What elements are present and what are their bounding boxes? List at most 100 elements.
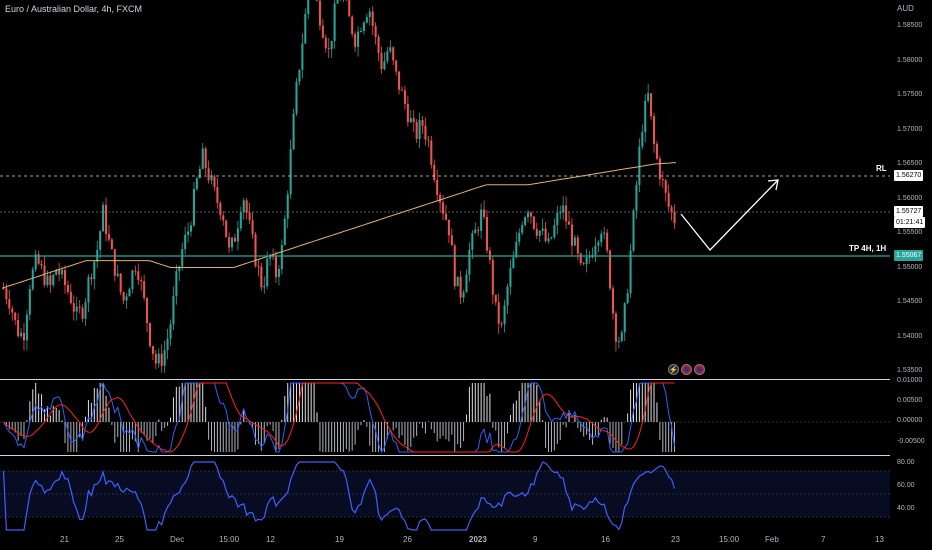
candle-body (474, 229, 477, 234)
candle-body (228, 237, 231, 248)
economic-events[interactable]: ⚡ (668, 364, 705, 375)
candle-body (134, 270, 137, 272)
time-tick: 15:00 (719, 535, 740, 544)
candle-body (298, 69, 301, 82)
candle-body (465, 274, 468, 293)
candle-body (113, 249, 116, 276)
candle-body (386, 51, 389, 62)
candle-body (327, 48, 330, 50)
candle-body (84, 302, 87, 319)
current-price-tag: 1.55727 (894, 206, 924, 217)
candle-body (444, 213, 447, 220)
candle-body (222, 215, 225, 221)
candle-body (52, 274, 55, 286)
candle-body (72, 303, 75, 312)
candle-body (25, 314, 28, 341)
candle-body (184, 234, 187, 250)
flash-icon[interactable]: ⚡ (668, 364, 679, 375)
tp-price-tag: 1.55067 (894, 250, 924, 261)
candle-body (301, 43, 304, 70)
candle-body (365, 17, 368, 23)
candle-body (140, 280, 143, 282)
price-tick: 1.58000 (897, 56, 923, 64)
candle-body (374, 25, 377, 37)
candle-body (11, 308, 14, 313)
candle-body (597, 242, 600, 246)
candle-body (430, 140, 433, 165)
candle-body (248, 212, 251, 221)
candle-body (213, 176, 216, 188)
macd-pane-border (0, 379, 891, 456)
australia-flag-icon[interactable] (681, 364, 692, 375)
candle-body (395, 60, 398, 72)
candle-body (151, 346, 154, 354)
candle-body (491, 259, 494, 295)
candle-body (321, 25, 324, 38)
candle-body (477, 229, 480, 231)
price-tick: 1.58500 (897, 22, 923, 29)
candle-body (509, 268, 512, 287)
candle-body (436, 179, 439, 195)
candle-body (576, 237, 579, 254)
candle-body (368, 11, 371, 18)
countdown-tag: 01:21:41 (894, 217, 926, 228)
candle-body (245, 200, 248, 213)
candle-body (169, 324, 172, 339)
pane-separator[interactable] (0, 379, 890, 380)
candle-body (336, 0, 339, 4)
candle-body (231, 237, 234, 248)
candle-body (658, 158, 661, 180)
candle-body (392, 47, 395, 61)
candle-body (611, 288, 615, 314)
candle-body (40, 263, 43, 266)
candle-body (644, 100, 647, 133)
candle-body (606, 232, 609, 251)
time-tick: 26 (403, 535, 412, 544)
candle-body (456, 276, 459, 287)
macd-signal-line (3, 382, 675, 453)
candle-body (635, 184, 638, 211)
price-axis[interactable] (890, 0, 932, 550)
candle-body (172, 295, 175, 325)
candle-body (442, 202, 445, 214)
candle-body (439, 194, 442, 203)
candle-body (389, 47, 392, 52)
candle-body (538, 230, 541, 236)
candle-body (55, 269, 58, 275)
candle-body (641, 132, 644, 147)
candle-body (468, 249, 471, 275)
candle-body (105, 204, 108, 235)
price-tick: 1.55500 (897, 229, 923, 236)
candle-body (110, 239, 113, 250)
candle-body (148, 323, 152, 347)
candle-body (359, 31, 363, 33)
candle-body (380, 53, 383, 70)
candle-body (647, 93, 650, 101)
australia-flag-icon[interactable] (694, 364, 705, 375)
candle-body (280, 244, 283, 270)
candle-body (377, 36, 380, 54)
time-tick: Dec (170, 535, 185, 544)
candle-body (49, 275, 52, 286)
candle-body (125, 296, 128, 301)
candle-body (239, 212, 242, 229)
candle-body (579, 253, 582, 264)
pane-separator[interactable] (0, 455, 890, 456)
candle-body (506, 286, 509, 306)
currency-label: AUD (897, 4, 914, 13)
candle-body (166, 338, 169, 351)
projection-path[interactable] (680, 179, 779, 251)
candle-body (638, 146, 641, 185)
price-tick: 1.54000 (897, 332, 923, 340)
time-tick: 7 (821, 535, 826, 544)
rl-label: RL (876, 164, 887, 173)
candle-body (277, 269, 280, 278)
candle-body (187, 231, 190, 235)
candle-body (650, 93, 653, 117)
candle-body (471, 233, 474, 250)
candle-body (198, 168, 201, 179)
rsi-tick: 60.00 (897, 482, 915, 489)
candle-body (400, 89, 404, 91)
candle-body (462, 292, 465, 298)
